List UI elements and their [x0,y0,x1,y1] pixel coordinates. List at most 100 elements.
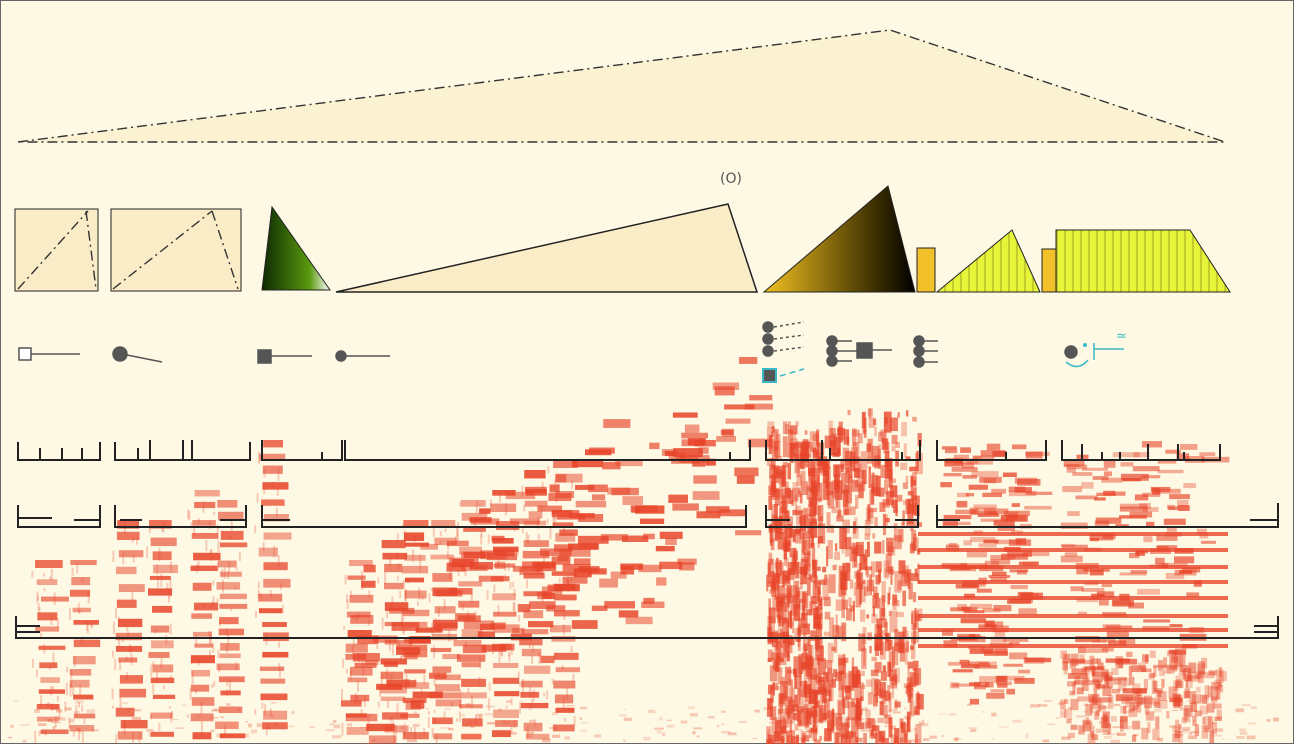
spectral-mark [413,727,416,740]
spectral-mark [807,644,812,657]
spectral-mark [1157,469,1184,474]
spectral-mark [1155,557,1165,565]
spectral-mark [799,728,803,733]
spectral-mark [448,557,479,567]
spectral-mark [780,657,784,663]
spectral-mark [881,738,890,744]
spectral-mark [767,729,770,738]
spectral-mark [168,590,171,599]
spectral-mark [169,623,172,635]
spectral-mark [647,709,656,714]
spectral-mark [1156,535,1178,541]
spectral-mark [798,490,801,497]
spectral-mark [1192,715,1197,726]
spectral-mark [774,646,777,652]
spectral-mark [643,597,655,604]
spectral-mark [1103,706,1113,709]
spectral-mark [783,605,789,612]
spectral-mark [810,596,813,611]
spectral-mark [1102,686,1112,697]
envelope [17,29,1226,143]
spectral-mark [86,621,89,631]
spectral-mark [781,719,787,735]
spectral-mark [123,719,126,729]
spectral-mark [912,660,919,667]
spectral-mark [778,593,782,605]
symbol [257,349,272,364]
spectral-mark [1070,698,1079,711]
spectral-mark [459,546,482,555]
spectral-mark [834,551,841,560]
spectral-mark [1102,724,1112,729]
dash-line [17,210,97,290]
spectral-mark [72,656,96,665]
spectral-mark [847,701,856,721]
spectral-mark [360,709,363,716]
spectral-mark [666,719,672,722]
spectral-mark [1145,711,1155,721]
spectral-mark [1129,511,1153,518]
spectral-mark [523,572,545,579]
spectral-mark [1163,657,1168,667]
spectral-mark [776,600,784,612]
spectral-mark [851,657,855,679]
spectral-mark [495,521,520,530]
spectral-mark [119,688,147,698]
spectral-mark [111,688,114,700]
spectral-mark [260,678,286,684]
symbol [762,368,777,383]
spectral-mark [767,559,774,577]
spectral-mark [573,558,591,565]
spectral-mark [210,729,215,733]
spectral-mark [917,433,922,447]
spectral-mark [659,716,663,721]
spectral-mark [894,701,901,708]
spectral-mark [913,502,917,515]
spectral-mark [768,721,775,725]
spectral-mark [818,461,827,476]
spectral-mark [1142,492,1161,497]
spectral-mark [1159,671,1165,677]
spectral-mark [1095,728,1103,733]
spectral-mark [817,679,825,695]
spectral-mark [1129,676,1135,685]
spectral-mark [1091,734,1099,741]
spectral-mark [224,724,227,738]
spectral-mark [837,625,845,640]
spectral-mark [881,581,886,603]
spectral-mark [945,544,960,552]
spectral-mark [87,590,90,604]
spectral-mark [775,471,783,479]
spectral-mark [779,694,785,705]
spectral-mark [541,738,551,743]
spectral-mark [843,657,849,663]
spectral-mark [1106,631,1129,638]
spectral-mark [494,691,520,697]
spectral-mark [230,518,233,532]
spectral-mark [777,585,785,604]
spectral-mark [465,569,468,573]
spectral-mark [227,634,230,645]
spectral-mark [13,700,19,702]
spectral-mark [1097,682,1101,690]
spectral-mark [501,650,504,657]
spectral-mark [261,702,264,709]
spectral-mark [263,440,283,448]
spectral-mark [555,473,583,483]
spectral-mark [487,534,490,544]
spectral-mark [165,634,168,645]
spectral-mark [906,711,911,733]
spectral-mark [802,605,806,621]
spectral-mark [53,592,56,606]
spectral-mark [470,593,473,604]
spectral-mark [396,554,399,559]
spectral-mark [457,521,460,527]
spectral-mark [412,724,420,727]
spectral-mark [195,689,198,694]
spectral-mark [874,517,878,527]
spectral-mark [827,710,835,732]
spectral-mark [831,433,840,455]
spectral-mark [361,580,376,588]
spectral-mark [826,512,831,533]
spectral-mark [1076,687,1084,695]
